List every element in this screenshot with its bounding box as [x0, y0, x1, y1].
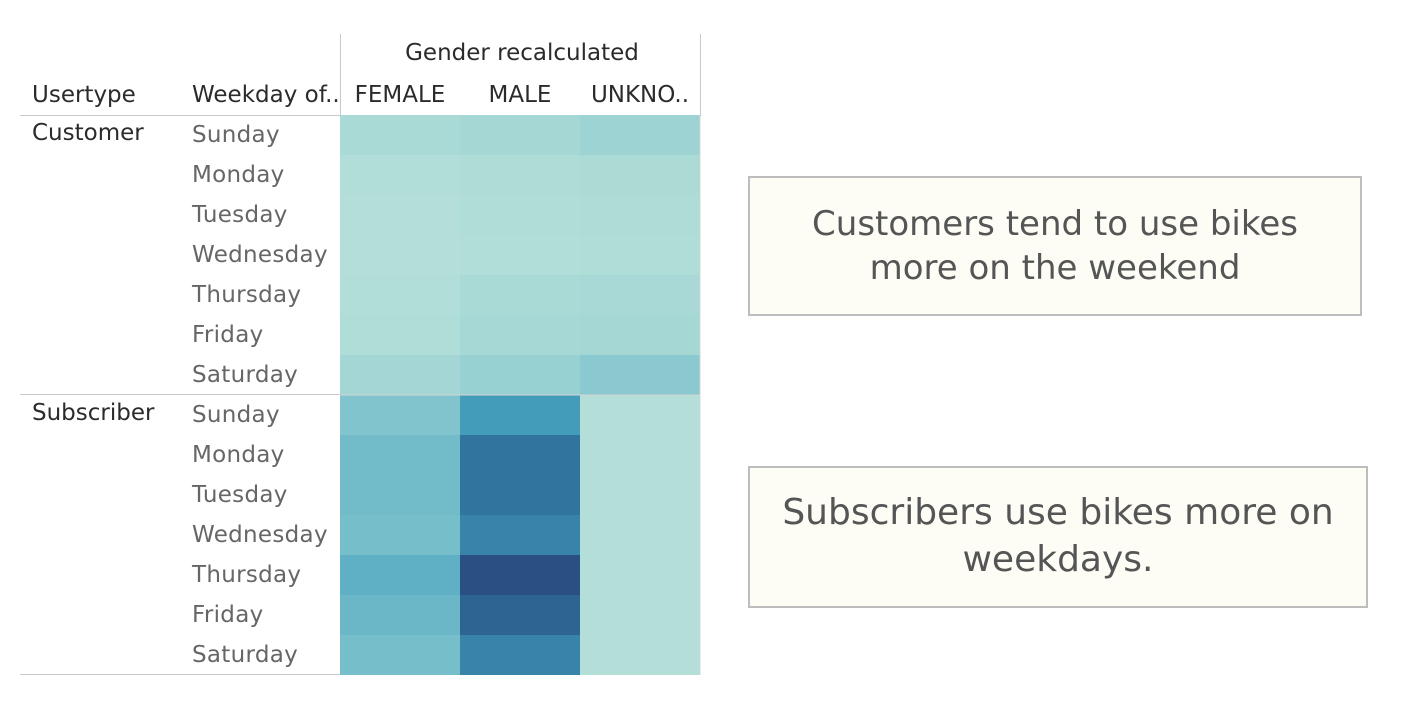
day-label: Thursday: [192, 282, 302, 308]
heatmap-cell: [580, 235, 700, 275]
heatmap-cell: [340, 235, 460, 275]
heatmap-cell: [340, 115, 460, 155]
heatmap-cell: [340, 435, 460, 475]
heatmap-cell: [460, 515, 580, 555]
heatmap-cell: [580, 515, 700, 555]
heatmap-cell: [580, 555, 700, 595]
heatmap-cell: [580, 595, 700, 635]
heatmap-cell: [580, 195, 700, 235]
heatmap-cell: [460, 635, 580, 675]
heatmap-cell: [460, 235, 580, 275]
heatmap-cell: [340, 315, 460, 355]
annotation-customer: Customers tend to use bikes more on the …: [748, 176, 1362, 316]
day-label: Sunday: [192, 402, 280, 428]
row-header-usertype: Usertype: [32, 82, 136, 108]
heatmap-cell: [340, 595, 460, 635]
heatmap-cell: [460, 155, 580, 195]
heatmap-cell: [580, 315, 700, 355]
heatmap-cell: [460, 555, 580, 595]
day-label: Friday: [192, 322, 264, 348]
day-label: Friday: [192, 602, 264, 628]
heatmap-cell: [580, 115, 700, 155]
heatmap-cell: [340, 275, 460, 315]
heatmap-cell: [340, 355, 460, 395]
heatmap-cell: [460, 475, 580, 515]
header-divider-right: [700, 34, 701, 116]
heatmap-cell: [460, 395, 580, 435]
heatmap-cell: [460, 275, 580, 315]
heatmap-cell: [340, 475, 460, 515]
heatmap-cell: [460, 315, 580, 355]
header-bottom-rule: [20, 115, 341, 116]
day-label: Wednesday: [192, 242, 328, 268]
usertype-label-subscriber: Subscriber: [32, 400, 155, 426]
header-divider-left: [340, 34, 341, 116]
heatmap-cell: [340, 195, 460, 235]
usertype-label-customer: Customer: [32, 120, 144, 146]
heatmap-cell: [460, 115, 580, 155]
annotation-customer-text: Customers tend to use bikes more on the …: [812, 203, 1298, 288]
day-label: Saturday: [192, 642, 299, 668]
column-header-unknown: UNKNO..: [590, 82, 690, 108]
heatmap-cell: [340, 515, 460, 555]
day-label: Tuesday: [192, 202, 288, 228]
day-label: Tuesday: [192, 482, 288, 508]
heatmap-cell: [340, 635, 460, 675]
heatmap-cell: [580, 395, 700, 435]
day-label: Sunday: [192, 122, 280, 148]
day-label: Monday: [192, 442, 285, 468]
heatmap-cell: [340, 155, 460, 195]
heatmap-cell: [460, 595, 580, 635]
heatmap-cell: [580, 355, 700, 395]
column-group-title: Gender recalculated: [405, 40, 639, 66]
heatmap-cell: [460, 435, 580, 475]
day-label: Wednesday: [192, 522, 328, 548]
heatmap-cell: [460, 195, 580, 235]
heatmap-cell: [580, 475, 700, 515]
heatmap-cell: [580, 155, 700, 195]
heatmap-cell: [340, 555, 460, 595]
day-label: Saturday: [192, 362, 299, 388]
group-separator-rule: [20, 394, 341, 395]
heatmap-cell: [460, 355, 580, 395]
column-header-male: MALE: [488, 82, 552, 108]
day-label: Thursday: [192, 562, 302, 588]
column-header-female: FEMALE: [354, 82, 446, 108]
annotation-subscriber: Subscribers use bikes more on weekdays.: [748, 466, 1368, 608]
table-bottom-rule: [20, 674, 341, 675]
row-header-weekday: Weekday of..: [192, 82, 340, 108]
day-label: Monday: [192, 162, 285, 188]
heatmap-cell: [580, 635, 700, 675]
heatmap-cell: [340, 395, 460, 435]
heatmap-cell: [580, 275, 700, 315]
annotation-subscriber-text: Subscribers use bikes more on weekdays.: [782, 492, 1334, 580]
heatmap-cell: [580, 435, 700, 475]
